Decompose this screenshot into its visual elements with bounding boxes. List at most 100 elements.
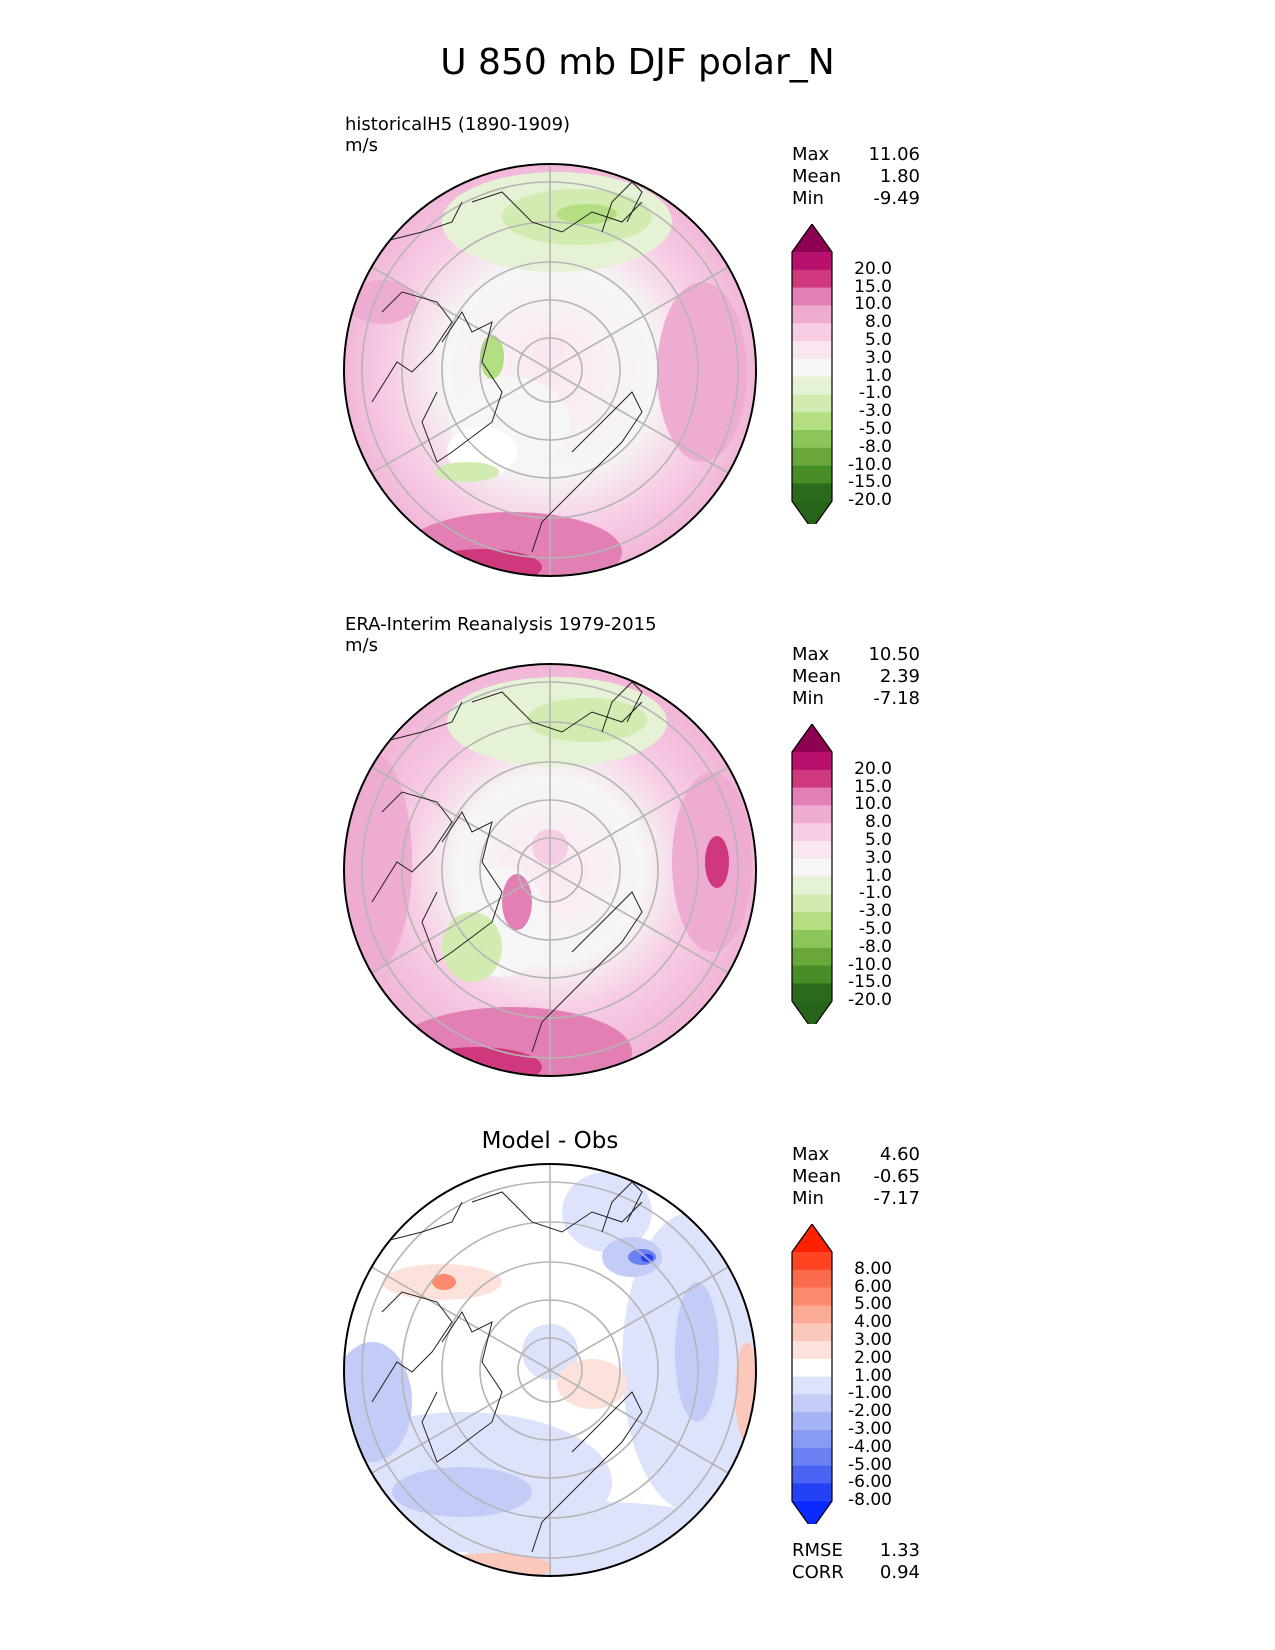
- colorbar-block: [792, 1341, 832, 1360]
- colorbar-tick-label: 20.0: [854, 258, 892, 279]
- colorbar-tick-label: 8.0: [864, 812, 892, 833]
- colorbar-block: [792, 858, 832, 878]
- colorbar-tick-label: -3.0: [858, 901, 892, 922]
- colorbar-tick-label: -2.00: [848, 1401, 892, 1422]
- colorbar-block: [792, 287, 832, 306]
- panel2-label: ERA-Interim Reanalysis 1979-2015 m/s: [345, 614, 657, 656]
- colorbar-block: [792, 1305, 832, 1324]
- colorbar-block: [792, 930, 832, 949]
- stat-row-mean: Mean 2.39: [792, 666, 920, 687]
- stat-row-max: Max 4.60: [792, 1144, 920, 1165]
- panel3-extra-stats: RMSE 1.33 CORR 0.94: [792, 1540, 920, 1584]
- colorbar-extend-max: [792, 224, 832, 252]
- colorbar-tick-label: -5.00: [848, 1454, 892, 1475]
- colorbar-block: [792, 1394, 832, 1413]
- colorbar-block: [792, 1269, 832, 1289]
- stat-row-mean: Mean -0.65: [792, 1166, 920, 1187]
- panel2-polar-map: [343, 663, 757, 1077]
- colorbar-block: [792, 1287, 832, 1306]
- colorbar-extend-min: [792, 1001, 832, 1030]
- colorbar-extend-max: [792, 1224, 832, 1252]
- panel2-colorbar: [790, 722, 840, 1031]
- colorbar-tick-label: -15.0: [848, 972, 892, 993]
- colorbar-block: [792, 430, 832, 449]
- colorbar-tick-label: -1.0: [858, 883, 892, 904]
- colorbar-block: [792, 1483, 832, 1502]
- colorbar-wind-2: [791, 722, 833, 1031]
- colorbar-block: [792, 841, 832, 860]
- colorbar-tick-label: 10.0: [854, 294, 892, 315]
- colorbar-block: [792, 252, 832, 271]
- colorbar-block: [792, 323, 832, 342]
- colorbar-tick-label: -6.00: [848, 1472, 892, 1493]
- stat-row-corr: CORR 0.94: [792, 1562, 920, 1583]
- colorbar-block: [792, 1376, 832, 1395]
- colorbar-tick-label: -15.0: [848, 472, 892, 493]
- colorbar-tick-label: 4.00: [854, 1312, 892, 1333]
- colorbar-tick-label: -1.00: [848, 1383, 892, 1404]
- stat-row-max: Max 11.06: [792, 144, 920, 165]
- panel3-colorbar: [790, 1222, 840, 1531]
- stat-row-max: Max 10.50: [792, 644, 920, 665]
- colorbar-wind-1: [791, 222, 833, 531]
- colorbar-tick-label: -5.0: [858, 919, 892, 939]
- colorbar-block: [792, 1323, 832, 1342]
- panel1-label: historicalH5 (1890-1909) m/s: [345, 114, 570, 156]
- colorbar-outline: [791, 722, 833, 1031]
- colorbar-block: [792, 805, 832, 824]
- colorbar-tick-label: -5.0: [858, 419, 892, 439]
- colorbar-tick-label: 1.0: [864, 365, 892, 386]
- colorbar-tick-label: -4.00: [848, 1436, 892, 1457]
- colorbar-tick-label: -8.0: [858, 436, 892, 457]
- colorbar-diff: [791, 1222, 833, 1531]
- colorbar-block: [792, 947, 832, 967]
- colorbar-tick-label: 5.0: [864, 330, 892, 350]
- colorbar-block: [792, 483, 832, 502]
- colorbar-tick-label: -10.0: [848, 954, 892, 975]
- colorbar-tick-label: -8.00: [848, 1490, 892, 1511]
- colorbar-block: [792, 465, 832, 484]
- colorbar-block: [792, 1447, 832, 1467]
- panel1-colorbar: [790, 222, 840, 531]
- colorbar-tick-label: 5.00: [854, 1294, 892, 1315]
- colorbar-block: [792, 376, 832, 395]
- panel3-polar-map: [343, 1163, 757, 1577]
- colorbar-tick-label: 1.00: [854, 1365, 892, 1386]
- colorbar-outline: [791, 222, 833, 531]
- colorbar-block: [792, 305, 832, 324]
- colorbar-tick-label: 20.0: [854, 758, 892, 779]
- colorbar-block: [792, 983, 832, 1002]
- panel1-units: m/s: [345, 135, 378, 156]
- colorbar-block: [792, 358, 832, 378]
- colorbar-block: [792, 1465, 832, 1484]
- colorbar-block: [792, 447, 832, 467]
- stat-row-min: Min -7.17: [792, 1188, 920, 1209]
- colorbar-tick-label: -3.00: [848, 1419, 892, 1439]
- colorbar-block: [792, 394, 832, 413]
- panel2-stats: Max 10.50 Mean 2.39 Min -7.18: [792, 644, 920, 710]
- colorbar-tick-label: -1.0: [858, 383, 892, 404]
- colorbar-tick-label: 6.00: [854, 1276, 892, 1297]
- colorbar-block: [792, 1358, 832, 1378]
- colorbar-tick-label: 15.0: [854, 276, 892, 297]
- colorbar-tick-label: -20.0: [848, 990, 892, 1011]
- colorbar-extend-min: [792, 1501, 832, 1530]
- colorbar-tick-label: -8.0: [858, 936, 892, 957]
- colorbar-block: [792, 1412, 832, 1431]
- colorbar-tick-label: 3.0: [864, 347, 892, 368]
- colorbar-block: [792, 752, 832, 771]
- colorbar-block: [792, 876, 832, 895]
- colorbar-extend-max: [792, 724, 832, 752]
- panel3-title: Model - Obs: [481, 1128, 619, 1154]
- panel1-stats: Max 11.06 Mean 1.80 Min -9.49: [792, 144, 920, 210]
- colorbar-tick-label: 15.0: [854, 776, 892, 797]
- colorbar-tick-label: 3.0: [864, 847, 892, 868]
- stat-row-min: Min -9.49: [792, 188, 920, 209]
- stat-row-rmse: RMSE 1.33: [792, 1540, 920, 1561]
- colorbar-tick-label: 8.00: [854, 1258, 892, 1279]
- colorbar-block: [792, 1430, 832, 1449]
- colorbar-block: [792, 823, 832, 842]
- colorbar-block: [792, 894, 832, 913]
- figure-title: U 850 mb DJF polar_N: [440, 42, 835, 83]
- colorbar-block: [792, 912, 832, 931]
